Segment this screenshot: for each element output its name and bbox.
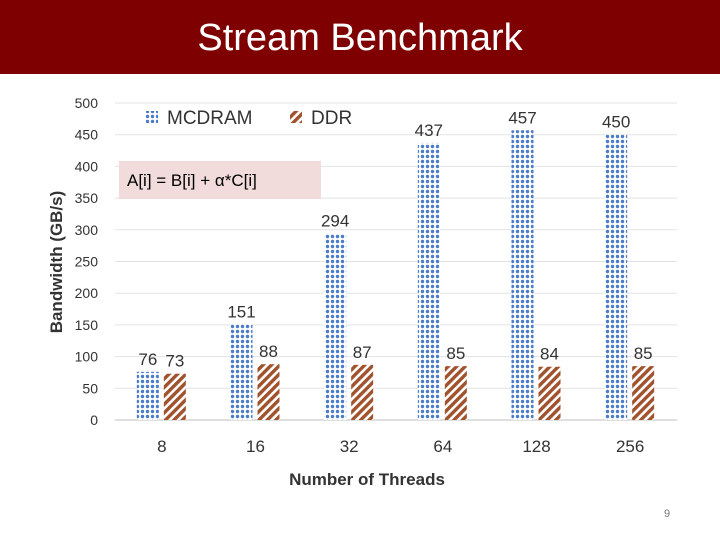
data-label: 457 bbox=[508, 108, 536, 127]
slide-title: Stream Benchmark bbox=[197, 17, 523, 59]
title-bar bbox=[0, 0, 720, 74]
legend-swatch-mcdram bbox=[146, 111, 158, 123]
page-number: 9 bbox=[664, 508, 671, 520]
bar-mcdram-32 bbox=[324, 233, 347, 420]
y-tick-label: 450 bbox=[75, 127, 99, 143]
data-label: 76 bbox=[138, 350, 157, 369]
bar-mcdram-128 bbox=[511, 130, 534, 420]
legend-label-mcdram: MCDRAM bbox=[167, 108, 253, 129]
y-axis-ticks: 0 50 100 150 200 250 300 350 400 450 500 bbox=[75, 95, 99, 428]
bar-ddr-256 bbox=[632, 366, 655, 420]
data-label: 85 bbox=[446, 344, 465, 363]
data-label: 294 bbox=[321, 212, 349, 231]
y-tick-label: 250 bbox=[75, 254, 99, 270]
data-label: 437 bbox=[415, 121, 443, 140]
bar-ddr-16 bbox=[257, 364, 280, 420]
x-tick-label: 8 bbox=[157, 437, 166, 456]
y-tick-label: 400 bbox=[75, 158, 99, 174]
bar-ddr-128 bbox=[538, 366, 561, 420]
bar-ddr-8 bbox=[163, 373, 186, 420]
data-label: 151 bbox=[227, 302, 255, 321]
y-tick-label: 150 bbox=[75, 317, 99, 333]
y-tick-label: 200 bbox=[75, 285, 99, 301]
legend: MCDRAM DDR bbox=[146, 108, 352, 129]
data-label: 88 bbox=[259, 342, 278, 361]
bar-ddr-32 bbox=[351, 364, 374, 420]
data-label: 84 bbox=[540, 345, 559, 364]
x-tick-label: 128 bbox=[522, 437, 550, 456]
data-label: 87 bbox=[353, 343, 372, 362]
y-tick-label: 0 bbox=[90, 412, 98, 428]
formula-box bbox=[119, 161, 321, 199]
x-axis-label: Number of Threads bbox=[289, 470, 445, 489]
x-tick-label: 256 bbox=[616, 437, 644, 456]
data-label: 73 bbox=[165, 352, 184, 371]
bars bbox=[136, 130, 655, 420]
bar-mcdram-256 bbox=[605, 134, 628, 420]
y-tick-label: 100 bbox=[75, 349, 99, 365]
bar-ddr-64 bbox=[444, 366, 467, 420]
bar-mcdram-16 bbox=[230, 324, 253, 420]
legend-label-ddr: DDR bbox=[311, 108, 352, 129]
x-tick-label: 64 bbox=[433, 437, 452, 456]
formula-text: A[i] = B[i] + α*C[i] bbox=[127, 171, 257, 190]
data-label: 85 bbox=[634, 344, 653, 363]
bar-mcdram-8 bbox=[136, 371, 159, 420]
x-tick-label: 32 bbox=[340, 437, 359, 456]
x-axis-ticks: 8 16 32 64 128 256 bbox=[157, 437, 644, 456]
legend-swatch-ddr bbox=[290, 111, 302, 123]
y-tick-label: 500 bbox=[75, 95, 99, 111]
data-labels: 76 73 151 88 294 87 437 85 457 84 450 85 bbox=[138, 108, 652, 370]
data-label: 450 bbox=[602, 113, 630, 132]
y-tick-label: 350 bbox=[75, 190, 99, 206]
y-axis-label: Bandwidth (GB/s) bbox=[47, 191, 66, 334]
y-tick-label: 50 bbox=[82, 380, 98, 396]
bar-mcdram-64 bbox=[417, 142, 440, 420]
y-tick-label: 300 bbox=[75, 222, 99, 238]
gridlines bbox=[115, 102, 677, 421]
x-tick-label: 16 bbox=[246, 437, 265, 456]
